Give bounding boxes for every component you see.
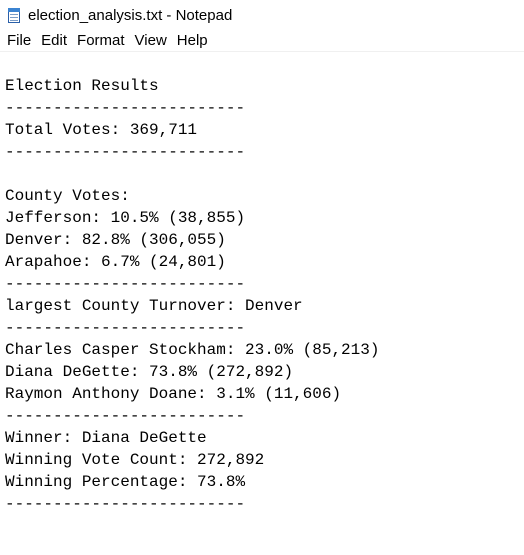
menu-file[interactable]: File bbox=[7, 32, 32, 49]
text-line: Diana DeGette: 73.8% (272,892) bbox=[5, 363, 294, 381]
text-line: County Votes: bbox=[5, 187, 130, 205]
text-line: ------------------------- bbox=[5, 275, 246, 293]
menu-view[interactable]: View bbox=[134, 32, 167, 49]
notepad-icon bbox=[6, 6, 22, 24]
window-title: election_analysis.txt - Notepad bbox=[28, 6, 233, 24]
menu-edit[interactable]: Edit bbox=[41, 32, 68, 49]
text-line: ------------------------- bbox=[5, 407, 246, 425]
text-line: Charles Casper Stockham: 23.0% (85,213) bbox=[5, 341, 380, 359]
text-line: Winning Vote Count: 272,892 bbox=[5, 451, 265, 469]
text-line: ------------------------- bbox=[5, 99, 246, 117]
title-bar[interactable]: election_analysis.txt - Notepad bbox=[0, 0, 524, 30]
text-line bbox=[5, 53, 524, 75]
text-line: Jefferson: 10.5% (38,855) bbox=[5, 209, 246, 227]
text-line: Total Votes: 369,711 bbox=[5, 121, 198, 139]
text-line: Denver: 82.8% (306,055) bbox=[5, 231, 226, 249]
text-line bbox=[5, 163, 524, 185]
text-line: ------------------------- bbox=[5, 495, 246, 513]
editor-content: Election Results -----------------------… bbox=[5, 53, 524, 515]
text-line: Winner: Diana DeGette bbox=[5, 429, 207, 447]
text-line: Election Results bbox=[5, 77, 159, 95]
text-line: Winning Percentage: 73.8% bbox=[5, 473, 246, 491]
menu-format[interactable]: Format bbox=[77, 32, 125, 49]
menu-bar: File Edit Format View Help bbox=[0, 30, 524, 52]
text-line: Arapahoe: 6.7% (24,801) bbox=[5, 253, 226, 271]
text-editor[interactable]: Election Results -----------------------… bbox=[0, 53, 524, 555]
menu-help[interactable]: Help bbox=[176, 32, 208, 49]
text-line: ------------------------- bbox=[5, 143, 246, 161]
text-line: largest County Turnover: Denver bbox=[5, 297, 303, 315]
text-line: Raymon Anthony Doane: 3.1% (11,606) bbox=[5, 385, 342, 403]
text-line: ------------------------- bbox=[5, 319, 246, 337]
